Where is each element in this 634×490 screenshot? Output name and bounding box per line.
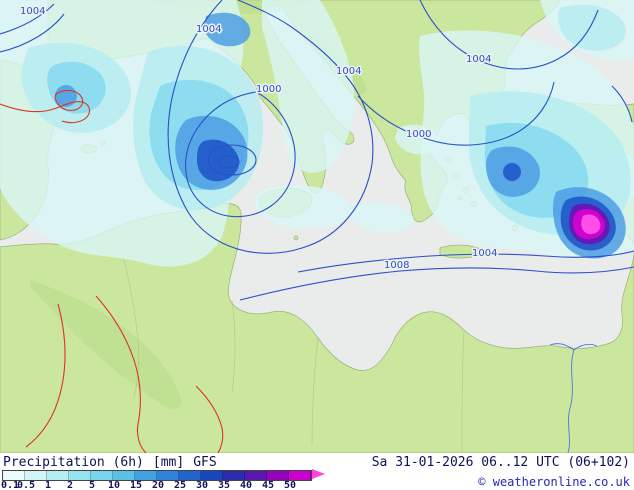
legend-segment <box>25 471 47 480</box>
isobar-labels-layer: 1004 1004 1000 1004 1004 1000 1004 1008 <box>19 5 499 273</box>
legend-segment <box>267 471 289 480</box>
legend-tick: 45 <box>261 480 275 490</box>
legend-segment <box>223 471 245 480</box>
legend-tick: 50 <box>283 480 297 490</box>
legend-tick: 15 <box>129 480 143 490</box>
weather-map-graphic: 1004 1004 1000 1004 1004 1000 1004 1008 <box>0 0 634 453</box>
legend-segment <box>245 471 267 480</box>
parameter-label: Precipitation (6h) <box>3 455 144 470</box>
isobar-label: 1004 <box>20 6 45 17</box>
legend-segment <box>91 471 113 480</box>
legend-tick: 35 <box>217 480 231 490</box>
isobar-layer <box>0 0 634 301</box>
map-title: Precipitation (6h) [mm] GFS <box>3 455 217 470</box>
legend-tick: 0.1 <box>1 480 20 490</box>
isobar-label: 1000 <box>406 129 431 140</box>
legend-segment <box>289 471 311 480</box>
precipitation-layer <box>0 0 634 267</box>
legend-tick: 5 <box>88 480 96 490</box>
island-malta <box>293 235 299 241</box>
legend-segment <box>179 471 201 480</box>
legend-segment <box>69 471 91 480</box>
legend-ticks: 0.1 0.5 1 2 5 10 15 20 25 30 35 40 45 50 <box>0 480 360 490</box>
footer-bar: Precipitation (6h) [mm] GFS Sa 31-01-2026 … <box>0 453 634 490</box>
legend-arrow <box>312 469 325 479</box>
legend-segment <box>3 471 25 480</box>
unit-label: [mm] <box>152 455 185 470</box>
legend-tick: 30 <box>195 480 209 490</box>
forecast-datetime: Sa 31-01-2026 06..12 UTC (06+102) <box>371 455 630 470</box>
legend-bar <box>2 470 312 481</box>
legend-tick: 2 <box>66 480 74 490</box>
legend-segment <box>201 471 223 480</box>
legend-segment <box>47 471 69 480</box>
legend-tick: 10 <box>107 480 121 490</box>
isobar-label: 1008 <box>384 260 409 271</box>
legend-segment <box>113 471 135 480</box>
river-layer <box>549 343 598 453</box>
legend-tick: 40 <box>239 480 253 490</box>
copyright-text: © weatheronline.co.uk <box>478 475 630 489</box>
isobar-label: 1004 <box>336 66 361 77</box>
legend-segment <box>157 471 179 480</box>
legend-segment <box>135 471 157 480</box>
isobar-label: 1004 <box>196 24 221 35</box>
legend-tick: 1 <box>44 480 52 490</box>
warm-contour-layer <box>0 89 224 453</box>
isobar-label: 1000 <box>256 84 281 95</box>
legend-tick: 25 <box>173 480 187 490</box>
map-area: 1004 1004 1000 1004 1004 1000 1004 1008 <box>0 0 634 453</box>
isobar-label: 1004 <box>466 54 491 65</box>
isobar-label: 1004 <box>472 248 497 259</box>
legend-tick: 20 <box>151 480 165 490</box>
model-label: GFS <box>193 455 217 470</box>
legend-tick: 0.5 <box>16 480 36 490</box>
